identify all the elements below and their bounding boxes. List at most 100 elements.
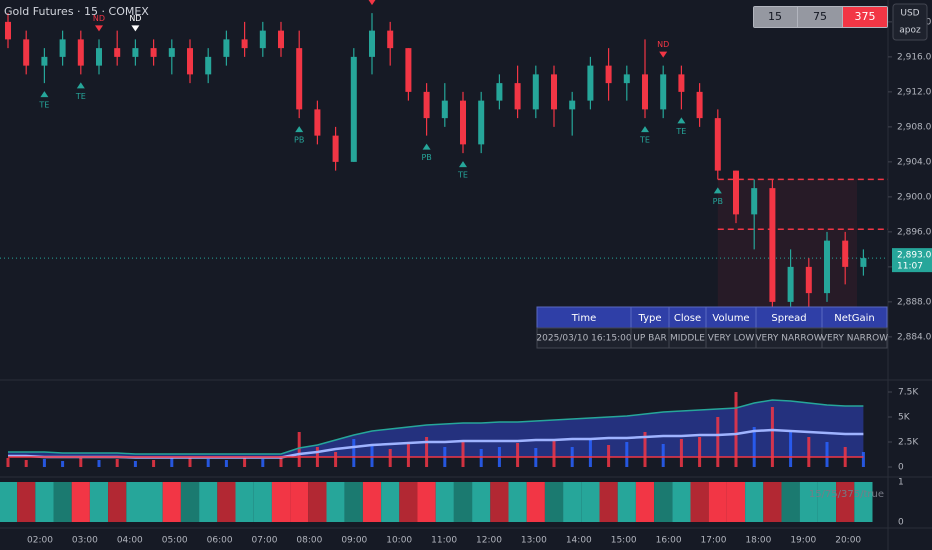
marker-arrow <box>459 161 467 168</box>
strip-cell <box>799 482 818 522</box>
candle-body <box>278 30 284 49</box>
volume-bar <box>6 458 10 467</box>
button[interactable] <box>843 7 887 27</box>
y-tick-label: 2,884.0 <box>897 332 932 342</box>
table-value: UP BAR <box>633 334 666 344</box>
x-tick-label: 12:00 <box>476 536 502 546</box>
strip-cell <box>781 482 800 522</box>
volume-bar <box>479 449 483 467</box>
button[interactable] <box>798 7 842 27</box>
strip-cell <box>399 482 418 522</box>
volume-bar <box>770 407 774 467</box>
marker-label: PB <box>713 197 723 206</box>
zone <box>717 179 857 311</box>
table-header: NetGain <box>834 313 875 324</box>
candle-body <box>478 100 485 145</box>
candle-body <box>860 258 867 267</box>
volume-bar <box>716 417 720 467</box>
volume-bar <box>861 452 865 467</box>
strip-cell <box>708 482 727 522</box>
volume-bar <box>170 458 174 467</box>
candle-body <box>369 30 375 57</box>
volume-bar <box>516 443 520 467</box>
table-value: 2025/03/10 16:15:00 <box>536 334 631 344</box>
strip-cell <box>581 482 600 522</box>
candle-body <box>187 48 193 75</box>
x-tick-label: 03:00 <box>72 536 98 546</box>
y-tick-label: 2,900.0 <box>897 192 932 202</box>
candle-body <box>205 56 212 75</box>
candle-body <box>77 39 84 66</box>
strip-cell <box>144 482 163 522</box>
strip-cell <box>854 482 873 522</box>
y-tick-label: 0 <box>898 463 904 473</box>
countdown: 11:07 <box>897 262 923 272</box>
marker-label: ND <box>657 40 669 49</box>
strip-cell <box>71 482 90 522</box>
y-tick-label: 0 <box>898 518 904 528</box>
volume-bar <box>243 458 247 467</box>
y-tick-label: 2,888.0 <box>897 297 932 307</box>
volume-bar <box>279 456 283 467</box>
marker-label: TE <box>457 171 468 180</box>
volume-bar <box>370 445 374 467</box>
marker-label: PB <box>421 153 431 162</box>
volume-bar <box>789 432 793 467</box>
candle-body <box>296 48 303 110</box>
marker-label: TE <box>639 136 650 145</box>
marker-label: TE <box>675 127 686 136</box>
candle-body <box>241 39 248 49</box>
strip-cell <box>472 482 491 522</box>
candle-body <box>805 266 812 294</box>
currency-box[interactable] <box>892 3 928 41</box>
volume-bar <box>425 437 429 467</box>
candle-body <box>842 240 849 267</box>
strip-cell <box>381 482 400 522</box>
candle-body <box>496 83 503 101</box>
table-header: Time <box>571 313 596 324</box>
strip-label: 15/75/375/true <box>809 489 884 500</box>
table-value: VERY NARROW <box>755 334 822 344</box>
candle-body <box>733 170 739 215</box>
strip-cell <box>690 482 709 522</box>
volume-bar <box>261 459 265 467</box>
candle-body <box>551 74 557 110</box>
candle-body <box>5 21 11 40</box>
strip-cell <box>435 482 454 522</box>
candle-body <box>824 240 830 294</box>
volume-bar <box>807 437 811 467</box>
marker-arrow <box>677 117 686 124</box>
candle-body <box>605 65 612 84</box>
strip-cell <box>453 482 473 522</box>
table-header: Spread <box>771 313 806 324</box>
strip-cell <box>344 482 363 522</box>
button[interactable] <box>754 7 797 27</box>
candle-body <box>514 83 521 110</box>
marker-arrow <box>95 25 103 32</box>
strip-cell <box>235 482 254 522</box>
volume-bar <box>552 441 556 467</box>
table-value: VERY LOW <box>708 334 755 344</box>
y-tick-label: 2,904.0 <box>897 157 932 167</box>
price-badge <box>892 248 932 273</box>
volume-bar <box>679 439 683 467</box>
table-header: Type <box>638 313 662 324</box>
volume-bar <box>643 432 647 467</box>
strip-cell <box>763 482 782 522</box>
volume-bar <box>97 460 101 467</box>
volume-bar <box>42 459 46 467</box>
strip-cell <box>490 482 509 522</box>
marker-label: TE <box>75 92 86 101</box>
volume-bar <box>588 439 592 467</box>
volume-bar <box>115 459 119 467</box>
volume-bar <box>224 460 228 467</box>
candle-body <box>314 109 321 136</box>
button-label: 375 <box>855 10 876 23</box>
candle-body <box>441 100 448 119</box>
volume-bar <box>61 461 65 467</box>
candle-body <box>332 135 339 162</box>
x-tick-label: 08:00 <box>296 536 322 546</box>
volume-bar <box>152 460 156 467</box>
